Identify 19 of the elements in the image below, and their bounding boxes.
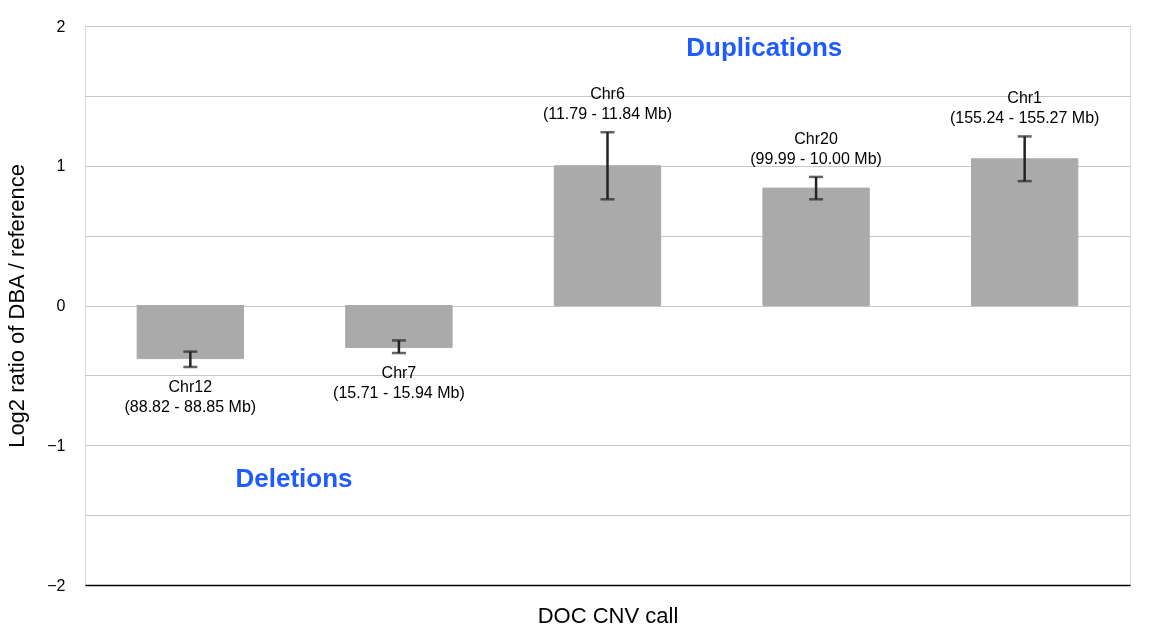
y-tick-label: 2 <box>56 17 66 35</box>
x-tick-label: Chr6 (11.79 - 11.84 Mb) <box>542 85 673 123</box>
y-tick-label: 0 <box>56 297 66 314</box>
x-tick-label: Chr20 (99.99 - 10.00 Mb) <box>750 129 882 167</box>
x-tick-label: Chr12 (88.82 - 88.85 Mb) <box>124 377 257 415</box>
x-tick-label: Chr1 (155.24 - 155.27 Mb) <box>949 89 1100 127</box>
bar <box>762 187 870 306</box>
bar <box>136 305 245 360</box>
annotation: Deletions <box>235 462 353 493</box>
y-tick-label: 1 <box>56 157 66 175</box>
bar <box>970 158 1079 306</box>
annotation: Duplications <box>686 32 843 62</box>
y-tick-label: −1 <box>47 436 66 454</box>
bar <box>553 165 662 306</box>
x-tick-label: Chr7 (15.71 - 15.94 Mb) <box>333 364 465 402</box>
bar <box>345 305 453 348</box>
x-axis-title: DOC CNV call <box>537 602 679 628</box>
y-axis-title: Log2 ratio of DBA / reference <box>4 164 30 448</box>
y-tick-label: −2 <box>47 576 66 594</box>
